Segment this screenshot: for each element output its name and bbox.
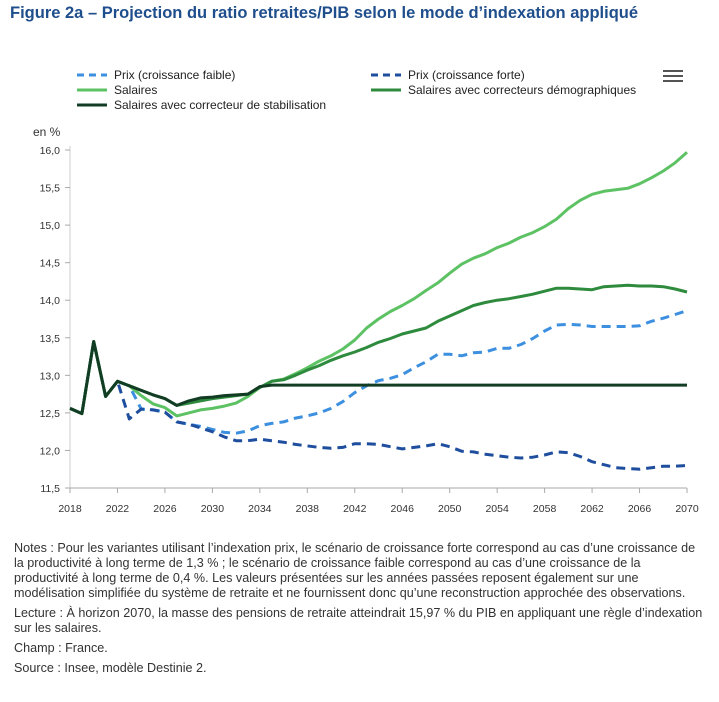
chart-container: Prix (croissance faible) Prix (croissanc… [15, 36, 704, 527]
y-tick-label: 11,5 [40, 483, 60, 495]
y-tick-label: 15,5 [40, 183, 61, 195]
x-tick-label: 2034 [248, 503, 272, 515]
y-tick-label: 14,0 [40, 295, 61, 307]
legend-swatch [77, 103, 107, 107]
legend-item-prix-forte[interactable]: Prix (croissance forte) [371, 68, 525, 82]
legend-item-correcteur-stabilisation[interactable]: Salaires avec correcteur de stabilisatio… [77, 98, 326, 112]
y-tick-label: 15,0 [40, 220, 61, 232]
legend-label: Salaires avec correcteurs démographiques [408, 83, 637, 97]
legend-item-prix-faible[interactable]: Prix (croissance faible) [77, 68, 235, 82]
series-line-2 [69, 151, 688, 418]
x-tick-label: 2050 [438, 503, 462, 515]
series-line-4 [69, 340, 687, 416]
x-tick-label: 2026 [153, 503, 177, 515]
x-tick-label: 2070 [675, 503, 699, 515]
y-tick-label: 13,5 [40, 333, 61, 345]
source-text: Source : Insee, modèle Destinie 2. [14, 661, 207, 675]
y-axis-unit-label: en % [33, 125, 61, 139]
y-tick-label: 12,5 [40, 408, 61, 420]
menu-bar [663, 80, 683, 82]
legend-swatch [371, 73, 401, 77]
x-tick-label: 2042 [343, 503, 367, 515]
y-tick-label: 12,0 [40, 445, 61, 457]
legend-swatch [77, 73, 107, 77]
legend-item-salaires[interactable]: Salaires [77, 83, 157, 97]
line-chart: 11,5 12,0 12,5 13,0 13,5 14,0 14,5 15,0 15,5 16,0… [40, 145, 699, 515]
figure-title: Figure 2a – Projection du ratio retraite… [10, 4, 639, 22]
champ-text: Champ : France. [14, 641, 108, 655]
y-tick-label: 13,0 [40, 370, 61, 382]
x-tick-label: 2018 [58, 503, 82, 515]
lecture-text: Lecture : À horizon 2070, la masse des p… [14, 606, 703, 635]
x-tick-label: 2038 [296, 503, 320, 515]
x-tick-label: 2062 [580, 503, 604, 515]
series-line-3 [69, 283, 688, 416]
x-tick-label: 2022 [106, 503, 130, 515]
x-tick-label: 2030 [201, 503, 225, 515]
notes-section: Notes : Pour les variantes utilisant l’i… [14, 541, 704, 681]
legend-label: Prix (croissance forte) [408, 68, 525, 82]
menu-bar [663, 70, 683, 72]
x-tick-label: 2058 [533, 503, 557, 515]
legend-item-correcteurs-demographiques[interactable]: Salaires avec correcteurs démographiques [371, 83, 636, 97]
series-line-0 [69, 309, 688, 435]
y-tick-label: 14,5 [40, 258, 61, 270]
menu-bar [663, 75, 683, 77]
legend-label: Prix (croissance faible) [114, 68, 236, 82]
legend-label: Salaires avec correcteur de stabilisatio… [114, 98, 327, 112]
legend-swatch [371, 88, 401, 92]
x-tick-label: 2046 [391, 503, 415, 515]
notes-text: Notes : Pour les variantes utilisant l’i… [14, 541, 696, 600]
x-tick-label: 2066 [628, 503, 652, 515]
x-tick-label: 2054 [485, 503, 509, 515]
legend-label: Salaires [114, 83, 158, 97]
y-tick-label: 16,0 [40, 145, 61, 157]
hamburger-menu-icon[interactable] [663, 68, 683, 84]
legend-swatch [77, 88, 107, 92]
